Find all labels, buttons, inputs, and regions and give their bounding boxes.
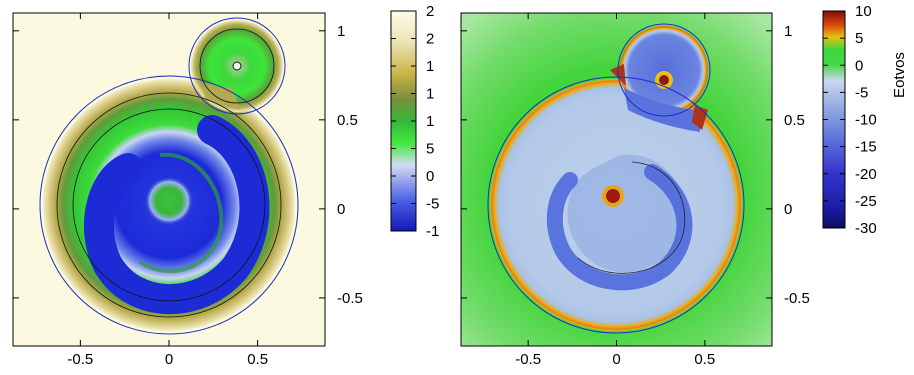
right-colorbar-tick-label: -10 (855, 112, 877, 129)
left-colorbar-tick-label: 2 (426, 31, 434, 48)
right-colorbar: Eotvos 10 5 0 -5 -10 -15 -20 -25 -30 (822, 3, 908, 237)
right-saddle-right (692, 105, 708, 130)
right-colorbar-tick-label: 10 (855, 3, 872, 20)
left-colorbar-tick-label: -5 (426, 196, 439, 213)
right-colorbar-tick-label: -25 (855, 193, 877, 210)
left-contour-mid (56, 92, 282, 318)
left-spiral-gap (138, 152, 224, 274)
right-colorbar-tick-label: -5 (855, 84, 868, 101)
right-colorbar-tick-label: -15 (855, 139, 877, 156)
right-y-tick-label: 1 (784, 23, 792, 40)
left-x-tick-label: 0 (165, 351, 173, 368)
left-colorbar-tick-label: -1 (426, 223, 439, 240)
right-contour-inner (577, 161, 686, 274)
right-central-peak-core (606, 189, 620, 203)
left-x-axis: -0.5 0 0.5 (67, 13, 268, 368)
left-colorbar-tick-label: 1 (426, 58, 434, 75)
right-colorbar-tick-label: 5 (855, 30, 863, 47)
left-contour-sat-inner (199, 28, 275, 104)
right-colorbar-tick-label: 0 (855, 57, 863, 74)
right-y-tick-label: -0.5 (784, 290, 810, 307)
left-x-tick-label: -0.5 (67, 351, 93, 368)
right-y-tick-label: 0 (784, 201, 792, 218)
left-colorbar-tick-label: 1 (426, 113, 434, 130)
right-x-tick-label: 0 (612, 351, 620, 368)
left-contour-inner (72, 108, 266, 302)
left-contour-outer (39, 75, 299, 335)
left-satellite-center (232, 61, 242, 71)
left-colorbar-tick-label: 2 (426, 3, 434, 20)
right-colorbar-tick-label: -30 (855, 220, 877, 237)
right-satellite-lower-band (624, 88, 700, 132)
right-colorbar-tick-label: -20 (855, 166, 877, 183)
right-x-tick-label: -0.5 (515, 351, 541, 368)
right-spiral-arm (546, 164, 693, 291)
right-contour-outer (487, 76, 745, 334)
left-y-tick-label: 0 (337, 201, 345, 218)
left-disk-neck (203, 82, 240, 110)
left-x-tick-label: 0.5 (247, 351, 268, 368)
right-y-axis: -0.5 0 0.5 1 (461, 23, 810, 307)
left-contour-sat-outer (188, 17, 286, 115)
right-colorbar-label: Eotvos (891, 52, 908, 98)
right-heatmap-panel: -0.5 0 0.5 -0.5 0 0.5 1 Eotvos 10 5 0 -5 -10 -15 -2… (460, 3, 908, 368)
right-contour-sat (617, 23, 711, 117)
left-y-axis: -0.5 0 0.5 1 (13, 23, 363, 307)
right-satellite-disk (620, 26, 708, 114)
right-y-tick-label: 0.5 (784, 112, 805, 129)
left-colorbar-tick-label: 0 (426, 168, 434, 185)
left-colorbar: 2 2 1 1 1 5 0 -5 -1 (390, 3, 439, 240)
left-y-tick-label: 0.5 (337, 112, 358, 129)
right-x-tick-label: 0.5 (694, 351, 715, 368)
left-spiral-arm (83, 115, 270, 315)
right-x-axis: -0.5 0 0.5 (515, 13, 715, 368)
right-satellite-peak-core (659, 75, 669, 85)
left-y-tick-label: 1 (337, 23, 345, 40)
left-heatmap-panel: -0.5 0 0.5 -0.5 0 0.5 1 2 2 1 1 1 5 0 -5 -1 (12, 3, 439, 368)
left-y-tick-label: -0.5 (337, 290, 363, 307)
left-center-blob (145, 177, 193, 225)
left-colorbar-tick-label: 5 (426, 141, 434, 158)
left-colorbar-tick-label: 1 (426, 86, 434, 103)
